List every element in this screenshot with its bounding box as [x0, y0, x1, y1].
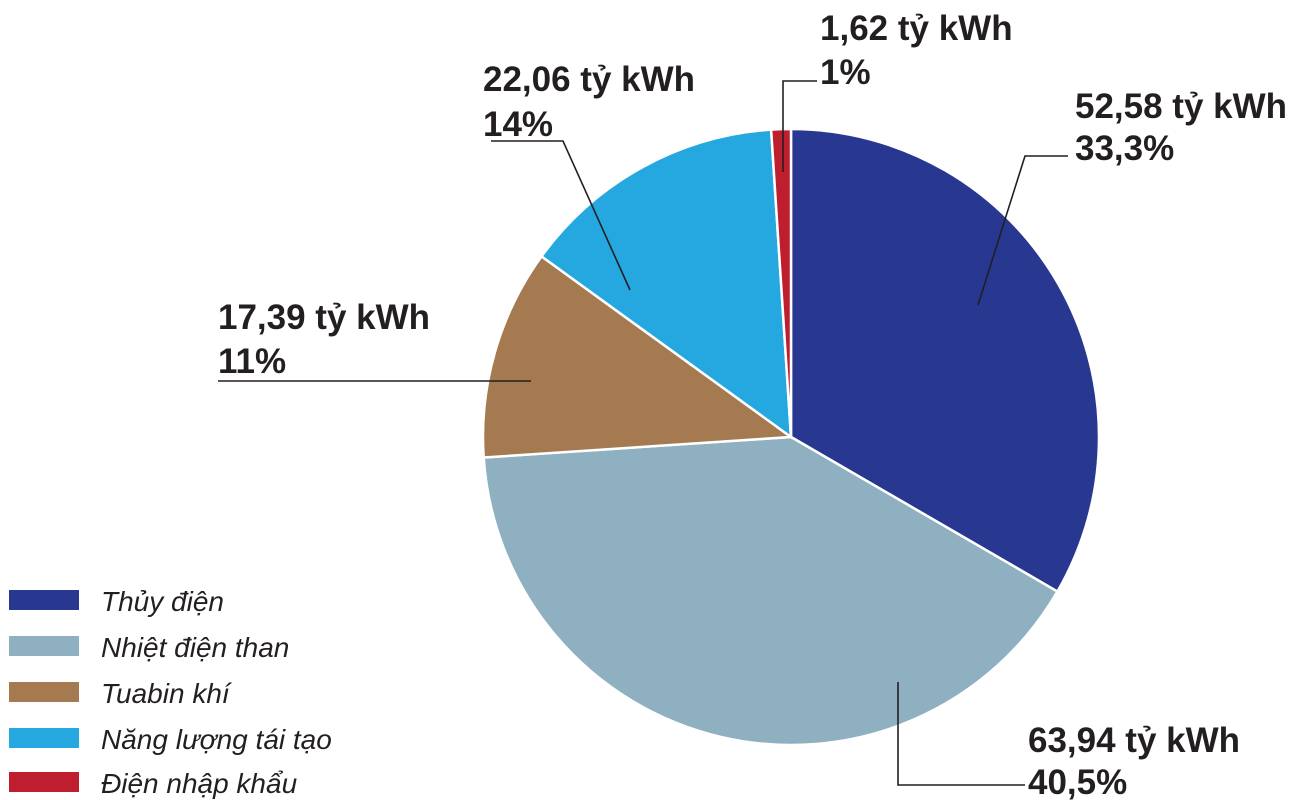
value-label-nang-luong: 22,06 tỷ kWh [483, 60, 695, 99]
value-label-nhiet-dien-than: 63,94 tỷ kWh [1028, 721, 1240, 760]
leader-line-nang-luong [491, 140, 631, 291]
legend-swatch-nhiet-dien-than [9, 636, 79, 656]
pie-slice-thuy-dien [789, 127, 1101, 594]
value-label-thuy-dien: 52,58 tỷ kWh [1075, 87, 1287, 126]
legend-swatch-tuabin-khi [9, 682, 79, 702]
legend: Thủy điện Nhiệt điện than Tuabin khí Năn… [9, 586, 332, 799]
legend-label-tuabin-khi: Tuabin khí [101, 678, 233, 709]
percent-label-dien-nhap-khau: 1% [820, 53, 871, 92]
value-label-tuabin-khi: 17,39 tỷ kWh [218, 298, 430, 337]
legend-label-dien-nhap-khau: Điện nhập khẩu [101, 768, 298, 799]
percent-label-thuy-dien: 33,3% [1075, 129, 1174, 168]
leader-line-thuy-dien [977, 155, 1068, 306]
leader-lines [218, 80, 1068, 786]
legend-swatch-dien-nhap-khau [9, 772, 79, 792]
percent-label-nhiet-dien-than: 40,5% [1028, 763, 1127, 800]
pie-slices [481, 127, 1101, 747]
legend-swatch-nang-luong [9, 728, 79, 748]
pie-slice-nang-luong-tai-tao [539, 128, 793, 440]
pie-slice-dien-nhap-khau [769, 127, 793, 438]
legend-swatch-thuy-dien [9, 590, 79, 610]
percent-label-nang-luong: 14% [483, 105, 553, 144]
legend-label-nang-luong: Năng lượng tái tạo [101, 724, 332, 755]
percent-label-tuabin-khi: 11% [218, 342, 286, 381]
data-labels: 52,58 tỷ kWh 33,3% 63,94 tỷ kWh 40,5% 17… [218, 9, 1287, 800]
value-label-dien-nhap-khau: 1,62 tỷ kWh [820, 9, 1013, 48]
pie-slice-nhiet-dien-than [482, 435, 1060, 747]
leader-line-dien-nhap-khau [782, 80, 817, 172]
legend-label-thuy-dien: Thủy điện [101, 586, 224, 617]
pie-slice-tuabin-khi [481, 254, 795, 459]
leader-line-nhiet-dien-than [897, 682, 1025, 786]
legend-label-nhiet-dien-than: Nhiệt điện than [101, 632, 289, 663]
